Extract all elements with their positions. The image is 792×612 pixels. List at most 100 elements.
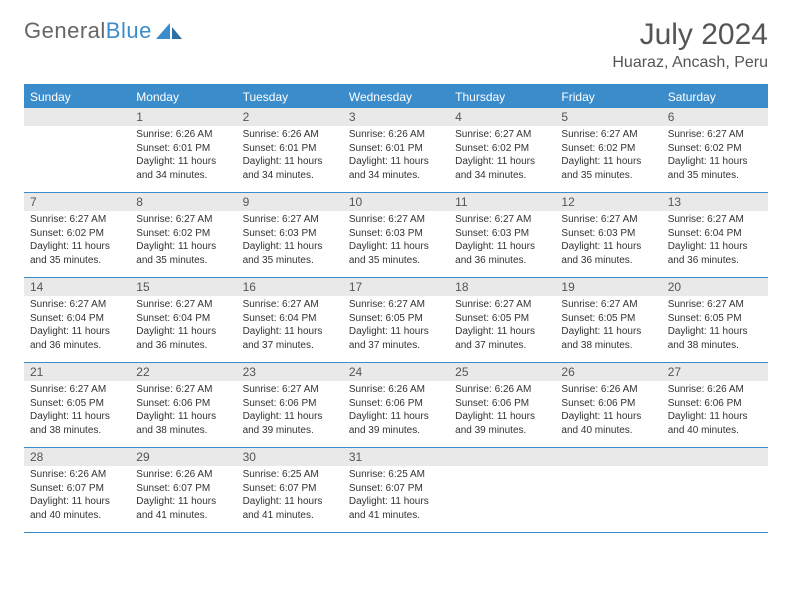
sunrise-text: Sunrise: 6:26 AM [561,383,655,397]
sunrise-text: Sunrise: 6:26 AM [136,128,230,142]
sunrise-text: Sunrise: 6:27 AM [136,298,230,312]
weekday-header: Thursday [449,86,555,108]
daylight-text: Daylight: 11 hours and 35 minutes. [243,240,337,267]
sunset-text: Sunset: 6:02 PM [455,142,549,156]
day-cell: 18Sunrise: 6:27 AMSunset: 6:05 PMDayligh… [449,278,555,362]
sunrise-text: Sunrise: 6:27 AM [455,298,549,312]
daylight-text: Daylight: 11 hours and 41 minutes. [243,495,337,522]
sunset-text: Sunset: 6:03 PM [349,227,443,241]
day-number: 15 [130,278,236,296]
day-cell: 22Sunrise: 6:27 AMSunset: 6:06 PMDayligh… [130,363,236,447]
daylight-text: Daylight: 11 hours and 37 minutes. [243,325,337,352]
logo: GeneralBlue [24,18,182,44]
day-content: Sunrise: 6:25 AMSunset: 6:07 PMDaylight:… [343,466,449,526]
day-cell: 19Sunrise: 6:27 AMSunset: 6:05 PMDayligh… [555,278,661,362]
daylight-text: Daylight: 11 hours and 36 minutes. [668,240,762,267]
sunset-text: Sunset: 6:02 PM [136,227,230,241]
day-content: Sunrise: 6:27 AMSunset: 6:03 PMDaylight:… [237,211,343,271]
day-content: Sunrise: 6:27 AMSunset: 6:05 PMDaylight:… [449,296,555,356]
day-cell: 25Sunrise: 6:26 AMSunset: 6:06 PMDayligh… [449,363,555,447]
sunrise-text: Sunrise: 6:27 AM [136,383,230,397]
daylight-text: Daylight: 11 hours and 34 minutes. [136,155,230,182]
day-content: Sunrise: 6:27 AMSunset: 6:05 PMDaylight:… [555,296,661,356]
sunset-text: Sunset: 6:05 PM [455,312,549,326]
sunrise-text: Sunrise: 6:27 AM [243,213,337,227]
month-title: July 2024 [612,18,768,52]
week-row: 21Sunrise: 6:27 AMSunset: 6:05 PMDayligh… [24,363,768,448]
day-cell: 1 Sunrise: 6:26 AMSunset: 6:01 PMDaylight… [130,108,236,192]
day-number [24,108,130,126]
day-cell: 15Sunrise: 6:27 AMSunset: 6:04 PMDayligh… [130,278,236,362]
daylight-text: Daylight: 11 hours and 34 minutes. [349,155,443,182]
day-cell [555,448,661,532]
day-cell: 20Sunrise: 6:27 AMSunset: 6:05 PMDayligh… [662,278,768,362]
sunset-text: Sunset: 6:03 PM [243,227,337,241]
day-number: 5 [555,108,661,126]
day-number: 8 [130,193,236,211]
sunrise-text: Sunrise: 6:27 AM [561,213,655,227]
day-cell: 10Sunrise: 6:27 AMSunset: 6:03 PMDayligh… [343,193,449,277]
day-number: 20 [662,278,768,296]
day-number: 4 [449,108,555,126]
day-number: 29 [130,448,236,466]
day-cell: 14Sunrise: 6:27 AMSunset: 6:04 PMDayligh… [24,278,130,362]
day-content: Sunrise: 6:27 AMSunset: 6:02 PMDaylight:… [24,211,130,271]
location: Huaraz, Ancash, Peru [612,54,768,72]
day-content: Sunrise: 6:26 AMSunset: 6:01 PMDaylight:… [343,126,449,186]
day-content: Sunrise: 6:27 AMSunset: 6:05 PMDaylight:… [24,381,130,441]
day-content: Sunrise: 6:27 AMSunset: 6:06 PMDaylight:… [237,381,343,441]
sunset-text: Sunset: 6:06 PM [243,397,337,411]
sunrise-text: Sunrise: 6:27 AM [668,298,762,312]
sunrise-text: Sunrise: 6:27 AM [30,298,124,312]
day-content: Sunrise: 6:27 AMSunset: 6:04 PMDaylight:… [237,296,343,356]
day-number: 28 [24,448,130,466]
day-cell: 24Sunrise: 6:26 AMSunset: 6:06 PMDayligh… [343,363,449,447]
day-content [449,466,555,472]
sunset-text: Sunset: 6:02 PM [30,227,124,241]
weekday-header: Saturday [662,86,768,108]
day-number: 17 [343,278,449,296]
day-number: 27 [662,363,768,381]
daylight-text: Daylight: 11 hours and 35 minutes. [136,240,230,267]
day-number: 25 [449,363,555,381]
sunset-text: Sunset: 6:05 PM [561,312,655,326]
sunset-text: Sunset: 6:03 PM [455,227,549,241]
daylight-text: Daylight: 11 hours and 40 minutes. [668,410,762,437]
sunset-text: Sunset: 6:02 PM [668,142,762,156]
day-content: Sunrise: 6:26 AMSunset: 6:06 PMDaylight:… [662,381,768,441]
sunrise-text: Sunrise: 6:27 AM [349,298,443,312]
sunrise-text: Sunrise: 6:27 AM [455,128,549,142]
sunrise-text: Sunrise: 6:25 AM [349,468,443,482]
sunrise-text: Sunrise: 6:26 AM [349,383,443,397]
sunset-text: Sunset: 6:07 PM [243,482,337,496]
sunrise-text: Sunrise: 6:26 AM [136,468,230,482]
sunrise-text: Sunrise: 6:27 AM [30,213,124,227]
sunrise-text: Sunrise: 6:27 AM [30,383,124,397]
day-cell: 21Sunrise: 6:27 AMSunset: 6:05 PMDayligh… [24,363,130,447]
day-number: 21 [24,363,130,381]
header: GeneralBlue July 2024 Huaraz, Ancash, Pe… [24,18,768,72]
sunset-text: Sunset: 6:05 PM [30,397,124,411]
sunset-text: Sunset: 6:01 PM [136,142,230,156]
day-number: 1 [130,108,236,126]
sunrise-text: Sunrise: 6:26 AM [349,128,443,142]
day-content: Sunrise: 6:27 AMSunset: 6:04 PMDaylight:… [130,296,236,356]
day-cell: 27Sunrise: 6:26 AMSunset: 6:06 PMDayligh… [662,363,768,447]
daylight-text: Daylight: 11 hours and 35 minutes. [561,155,655,182]
day-content [662,466,768,472]
week-row: 14Sunrise: 6:27 AMSunset: 6:04 PMDayligh… [24,278,768,363]
day-number: 10 [343,193,449,211]
day-number: 24 [343,363,449,381]
day-number: 18 [449,278,555,296]
day-cell: 11Sunrise: 6:27 AMSunset: 6:03 PMDayligh… [449,193,555,277]
day-number: 9 [237,193,343,211]
sunrise-text: Sunrise: 6:27 AM [668,128,762,142]
sunset-text: Sunset: 6:07 PM [136,482,230,496]
sunrise-text: Sunrise: 6:26 AM [455,383,549,397]
daylight-text: Daylight: 11 hours and 36 minutes. [136,325,230,352]
sunrise-text: Sunrise: 6:27 AM [455,213,549,227]
weekday-header: Monday [130,86,236,108]
day-number: 26 [555,363,661,381]
day-content: Sunrise: 6:26 AMSunset: 6:06 PMDaylight:… [343,381,449,441]
day-number: 12 [555,193,661,211]
